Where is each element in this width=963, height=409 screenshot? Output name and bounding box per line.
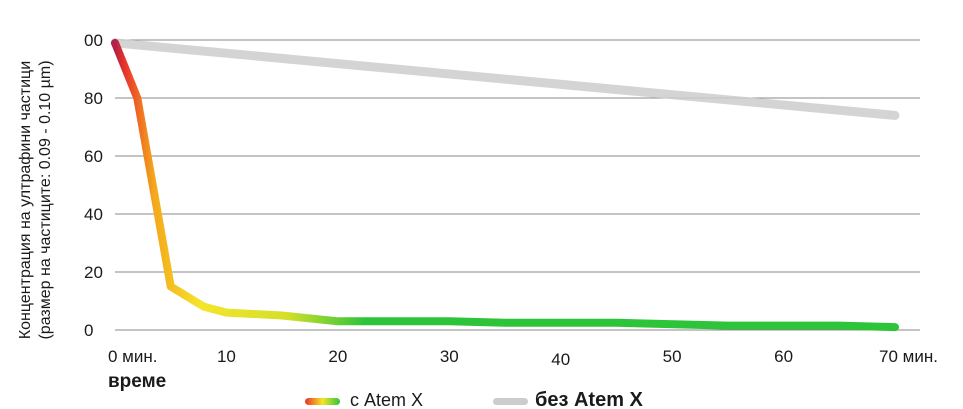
y-tick-label: 40 xyxy=(84,205,103,224)
x-tick-label: 60 xyxy=(774,347,793,366)
y-tick-label: 60 xyxy=(84,147,103,166)
x-tick-label: 50 xyxy=(663,347,682,366)
x-tick-label: 40 xyxy=(551,350,570,369)
legend-label-without-atem: без Atem X xyxy=(535,389,644,409)
series-line-with-atem xyxy=(111,38,899,332)
y-axis-title: Концентрация на ултрафини частици (разме… xyxy=(17,60,54,339)
legend-swatch-without-atem xyxy=(493,398,528,405)
x-tick-label: 20 xyxy=(328,347,347,366)
series-line-without-atem xyxy=(110,38,900,120)
x-tick-label: 10 xyxy=(217,347,236,366)
x-tick-label: 70 мин. xyxy=(879,347,938,366)
y-tick-label: 00 xyxy=(84,31,103,50)
y-axis-title-line1: Концентрация на ултрафини частици xyxy=(17,61,34,339)
y-tick-label: 20 xyxy=(84,263,103,282)
legend-label-with-atem: с Atem X xyxy=(350,390,423,409)
y-tick-label: 80 xyxy=(84,89,103,108)
x-tick-labels: 0 мин. 10 20 30 40 50 60 70 мин. xyxy=(108,347,938,369)
legend-swatch-with-atem xyxy=(305,398,340,405)
x-tick-label: 0 мин. xyxy=(108,347,157,366)
y-axis-title-line2: (размер на частиците: 0.09 - 0.10 µm) xyxy=(37,60,54,339)
legend: с Atem X без Atem X xyxy=(305,389,644,409)
y-tick-label: 0 xyxy=(84,321,93,340)
x-axis-title: време xyxy=(108,371,166,392)
y-tick-labels: 00 80 60 40 20 0 xyxy=(84,31,103,340)
gridlines xyxy=(115,39,920,331)
x-tick-label: 30 xyxy=(440,347,459,366)
series-lines xyxy=(110,38,900,332)
